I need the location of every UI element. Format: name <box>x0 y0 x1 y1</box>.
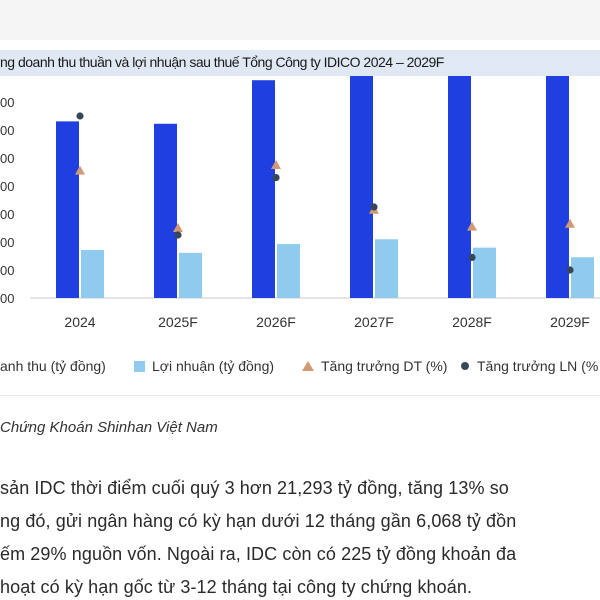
bar-revenue <box>154 123 177 298</box>
legend-rev-growth: Tăng trưởng DT (%) <box>302 358 447 374</box>
marker-profit-growth <box>468 253 476 261</box>
x-tick-label: 2024 <box>64 314 95 330</box>
bar-profit <box>375 239 398 298</box>
y-tick-label: 00 <box>0 95 14 110</box>
chart-legend: anh thu (tỷ đồng) Lợi nhuận (tỷ đồng) Tă… <box>0 356 600 378</box>
legend-profit-growth: Tăng trưởng LN (% <box>461 358 598 374</box>
marker-profit-growth <box>566 266 574 274</box>
bar-profit <box>277 244 300 298</box>
bar-profit <box>81 250 104 298</box>
y-tick-label: 00 <box>0 207 14 222</box>
paragraph-line: ng đó, gửi ngân hàng có kỳ hạn dưới 12 t… <box>0 511 517 531</box>
marker-profit-growth <box>76 112 84 120</box>
x-tick-label: 2028F <box>452 314 492 330</box>
marker-rev-growth <box>467 221 477 231</box>
bar-profit <box>571 257 594 298</box>
x-tick-label: 2025F <box>158 314 198 330</box>
marker-rev-growth <box>271 160 281 169</box>
legend-dot-icon <box>461 362 469 370</box>
x-tick-label: 2029F <box>550 314 590 330</box>
bar-revenue <box>448 76 471 298</box>
y-tick-label: 00 <box>0 123 14 138</box>
legend-revenue-label: anh thu (tỷ đồng) <box>0 358 106 374</box>
marker-profit-growth <box>272 174 280 182</box>
y-tick-label: 00 <box>0 235 14 250</box>
legend-rev-growth-label: Tăng trưởng DT (%) <box>321 358 448 374</box>
divider <box>0 395 600 396</box>
x-tick-label: 2027F <box>354 314 394 330</box>
y-tick-label: 00 <box>0 151 14 166</box>
bar-revenue <box>546 76 569 298</box>
legend-profit-swatch <box>134 360 145 372</box>
paragraph-line: ếm 29% nguồn vốn. Ngoài ra, IDC còn có 2… <box>0 544 517 564</box>
paragraph-line: sản IDC thời điểm cuối quý 3 hơn 21,293 … <box>0 478 509 498</box>
legend-revenue: anh thu (tỷ đồng) <box>0 358 106 374</box>
bar-revenue <box>350 76 373 299</box>
x-tick-label: 2026F <box>256 314 296 330</box>
marker-profit-growth <box>174 231 182 239</box>
source-caption: Chứng Khoán Shinhan Việt Nam <box>0 419 218 436</box>
marker-rev-growth <box>75 165 85 175</box>
bar-profit <box>179 252 202 298</box>
marker-rev-growth <box>173 223 183 232</box>
legend-triangle-icon <box>302 361 314 371</box>
bar-revenue <box>252 80 275 298</box>
bar-revenue <box>56 121 79 298</box>
chart-title: ng doanh thu thuần và lợi nhuận sau thuế… <box>0 54 444 70</box>
chart: 00 00 00 00 00 00 00 00 2024 2025F 2026F 2027F 2028F… <box>0 76 600 330</box>
marker-profit-growth <box>370 203 378 211</box>
legend-profit: Lợi nhuận (tỷ đồng) <box>134 358 274 374</box>
legend-profit-label: Lợi nhuận (tỷ đồng) <box>152 358 275 374</box>
bar-profit <box>473 247 496 298</box>
y-tick-label: 00 <box>0 263 14 278</box>
marker-rev-growth <box>565 218 575 228</box>
top-strip <box>0 0 600 40</box>
paragraph-line: hoạt có kỳ hạn gốc từ 3-12 tháng tại côn… <box>0 577 473 597</box>
chart-title-bar: ng doanh thu thuần và lợi nhuận sau thuế… <box>0 50 600 76</box>
y-tick-label: 00 <box>0 179 14 194</box>
legend-profit-growth-label: Tăng trưởng LN (% <box>477 358 599 374</box>
y-tick-label: 00 <box>0 291 14 306</box>
